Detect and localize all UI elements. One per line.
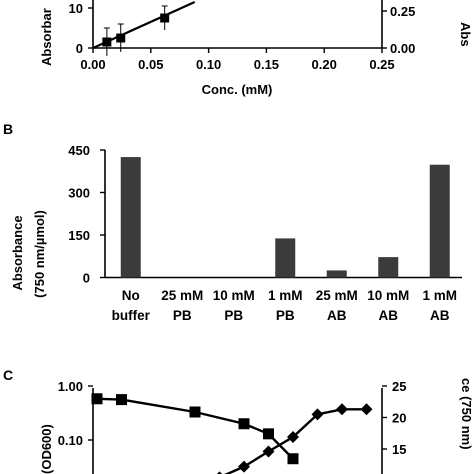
- panel-c-y2-tick-label: 20: [392, 411, 406, 426]
- panel-a: Absorbar Abs Conc. (mM) 0.00 0.05 0.10 0.15…: [39, 0, 473, 97]
- panel-b-category-label: 1 mM: [422, 288, 457, 303]
- panel-a-y2-tick-label: 0.25: [390, 4, 415, 19]
- panel-c: C (OD600) ce (750 nm) 1.00 0.10 25 20 15: [3, 367, 474, 474]
- panel-a-ylabel: Absorbar: [39, 8, 54, 66]
- panel-b-ylabel-line1: Absorbance: [10, 215, 25, 290]
- panel-b-category-label: buffer: [112, 308, 151, 323]
- panel-b-category-label: 10 mM: [367, 288, 409, 303]
- panel-c-square-point: [189, 406, 201, 418]
- panel-b-ylabel-line2: (750 nm/µmol): [32, 210, 47, 298]
- panel-c-diamond-point: [238, 460, 250, 473]
- panel-c-square-point: [263, 428, 274, 440]
- panel-b-y-tick-label: 300: [68, 186, 90, 201]
- panel-b-category-label: 25 mM: [161, 288, 203, 303]
- panel-b-category-label: 10 mM: [213, 288, 255, 303]
- panel-a-y-tick-label: 10: [69, 1, 83, 16]
- panel-a-y2label: Abs: [458, 22, 473, 47]
- panel-a-data-point: [160, 13, 170, 23]
- panel-c-square-point: [116, 394, 127, 406]
- panel-b-category-label: PB: [276, 308, 295, 323]
- panel-a-x-tick-label: 0.25: [369, 57, 394, 72]
- panel-b-bar: [429, 164, 450, 278]
- panel-a-x-tick-label: 0.00: [80, 57, 105, 72]
- panel-b-category-label: No: [122, 288, 140, 303]
- panel-b-y-tick-label: 150: [68, 228, 90, 243]
- panel-a-data-point: [116, 33, 126, 43]
- panel-a-x-tick-label: 0.10: [196, 57, 221, 72]
- panel-c-square-point: [287, 453, 299, 465]
- panel-a-y2-tick-label: 0.00: [390, 41, 415, 56]
- panel-c-diamond-point: [311, 408, 324, 421]
- panel-c-label: C: [3, 367, 13, 383]
- panel-c-y2-tick-label: 15: [392, 442, 406, 457]
- panel-a-y-tick-label: 0: [76, 41, 83, 56]
- panel-a-x-tick-label: 0.15: [254, 57, 279, 72]
- panel-c-y-tick-label: 0.10: [58, 433, 83, 448]
- panel-b-bar: [120, 157, 141, 278]
- panel-c-square-point: [238, 418, 250, 430]
- panel-c-square-point: [91, 393, 103, 405]
- panel-c-diamond-point: [262, 445, 275, 458]
- panel-b-bar: [275, 238, 296, 278]
- panel-b-category-label: AB: [379, 308, 399, 323]
- panel-a-xlabel: Conc. (mM): [202, 82, 273, 97]
- panel-a-x-tick-label: 0.05: [138, 57, 163, 72]
- panel-b-y-tick-label: 0: [83, 271, 90, 286]
- panel-c-y2label: ce (750 nm): [459, 378, 474, 450]
- panel-b-label: B: [3, 121, 13, 137]
- panel-c-diamond-point: [216, 471, 223, 474]
- panel-c-ylabel: (OD600): [39, 424, 54, 474]
- panel-c-diamond-point: [287, 431, 299, 444]
- panel-a-x-tick-label: 0.20: [312, 57, 337, 72]
- panel-b-category-label: 1 mM: [268, 288, 303, 303]
- panel-c-diamond-point: [360, 403, 373, 416]
- panel-b-bar: [326, 270, 347, 278]
- panel-c-y2-tick-label: 25: [392, 379, 406, 394]
- panel-b-category-label: 25 mM: [316, 288, 358, 303]
- panel-c-y-tick-label: 1.00: [58, 379, 83, 394]
- panel-b-category-label: AB: [327, 308, 347, 323]
- panel-b: B Absorbance (750 nm/µmol) 0 150 300 450 No…: [3, 121, 462, 323]
- panel-c-diamond-point: [336, 403, 348, 416]
- panel-a-data-point: [102, 37, 112, 47]
- panel-b-category-label: PB: [173, 308, 192, 323]
- panel-b-category-label: PB: [224, 308, 243, 323]
- panel-b-bar: [378, 257, 399, 278]
- panel-b-category-label: AB: [430, 308, 450, 323]
- panel-b-y-tick-label: 450: [68, 143, 90, 158]
